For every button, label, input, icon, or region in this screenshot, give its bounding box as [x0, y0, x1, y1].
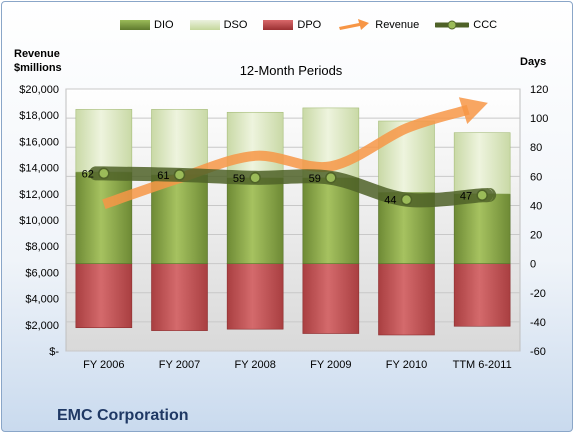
ccc-data-label: 62 [82, 168, 94, 180]
right-tick-label: 40 [530, 200, 542, 212]
ccc-data-label: 59 [309, 173, 321, 185]
left-tick-label: $10,000 [19, 215, 59, 227]
legend-swatch-revenue [339, 19, 370, 30]
bar-dio [453, 193, 511, 264]
ccc-point [476, 189, 488, 202]
right-axis-label: Days [520, 56, 547, 68]
bar-dpo [302, 263, 360, 334]
company-name: EMC Corporation [57, 407, 189, 424]
revenue-arrowhead [458, 97, 488, 125]
left-tick-label: $20,000 [19, 84, 59, 96]
right-tick-label: 80 [530, 142, 542, 154]
legend-item-dso: DSO [189, 19, 248, 31]
bar-dio [302, 177, 360, 264]
left-tick-label: $14,000 [19, 163, 59, 175]
ccc-data-label: 61 [157, 170, 169, 182]
left-tick-label: $12,000 [19, 189, 59, 201]
ccc-point [325, 172, 337, 184]
legend-swatch-dpo [263, 20, 294, 30]
ccc-data-label: 59 [233, 173, 245, 185]
legend-swatch-ccc [435, 20, 470, 30]
legend-item-dio: DIO [120, 19, 174, 31]
left-tick-label: $16,000 [19, 136, 59, 148]
legend-item-ccc: CCC [435, 18, 497, 32]
bar-dso [151, 109, 208, 176]
chart-title: 12-Month Periods [239, 63, 343, 78]
left-tick-label: $18,000 [19, 110, 59, 122]
bar-dpo [378, 263, 435, 336]
legend-label-dpo: DPO [297, 19, 322, 31]
bar-dpo [453, 263, 511, 327]
right-tick-label: -60 [530, 346, 546, 358]
bar-dso [453, 132, 511, 195]
bar-dio [75, 171, 133, 264]
category-label: FY 2008 [234, 359, 275, 371]
right-tick-label: 0 [530, 259, 536, 271]
legend-label-ccc: CCC [473, 19, 498, 31]
bar-dpo [75, 263, 133, 329]
ccc-line [89, 166, 497, 208]
ccc-point [173, 169, 186, 181]
ccc-point [249, 172, 261, 184]
left-axis-label-line2: $millions [14, 62, 62, 74]
legend-label-dso: DSO [223, 19, 248, 31]
bar-dso [226, 111, 284, 179]
left-tick-label: $6,000 [25, 267, 59, 279]
right-tick-label: 60 [530, 171, 542, 183]
category-label: FY 2009 [310, 359, 351, 371]
left-tick-label: $2,000 [25, 320, 59, 332]
right-tick-label: -40 [530, 317, 546, 329]
ccc-point [400, 193, 413, 206]
legend-label-revenue: Revenue [375, 19, 420, 31]
right-tick-label: 100 [530, 113, 548, 125]
category-label: FY 2007 [159, 359, 200, 371]
right-tick-label: 20 [530, 230, 542, 242]
left-tick-label: $8,000 [25, 241, 59, 253]
chart-legend: DIO DSO DPO Revenue CCC [120, 15, 513, 35]
left-tick-label: $- [49, 346, 59, 358]
legend-swatch-dso [189, 20, 220, 30]
bar-dio [151, 174, 208, 264]
left-tick-label: $4,000 [25, 294, 59, 306]
ccc-data-label: 47 [460, 190, 472, 202]
ccc-data-label: 44 [384, 195, 396, 207]
ccc-point [98, 167, 110, 180]
bar-dio [226, 177, 284, 264]
legend-label-dio: DIO [154, 19, 174, 31]
category-label: FY 2010 [386, 359, 427, 371]
category-label: TTM 6-2011 [453, 359, 512, 371]
bar-dpo [151, 263, 208, 331]
left-axis-label-line1: Revenue [14, 48, 60, 60]
legend-swatch-dio [120, 20, 150, 30]
bar-dpo [226, 263, 284, 330]
bar-dso [75, 109, 133, 173]
left-axis-label: Revenue $millions [14, 47, 62, 75]
legend-item-dpo: DPO [263, 19, 321, 31]
category-label: FY 2006 [83, 359, 124, 371]
right-tick-label: -20 [530, 288, 546, 300]
plot-area [65, 88, 521, 352]
right-tick-label: 120 [530, 84, 548, 96]
legend-item-revenue: Revenue [337, 18, 419, 32]
